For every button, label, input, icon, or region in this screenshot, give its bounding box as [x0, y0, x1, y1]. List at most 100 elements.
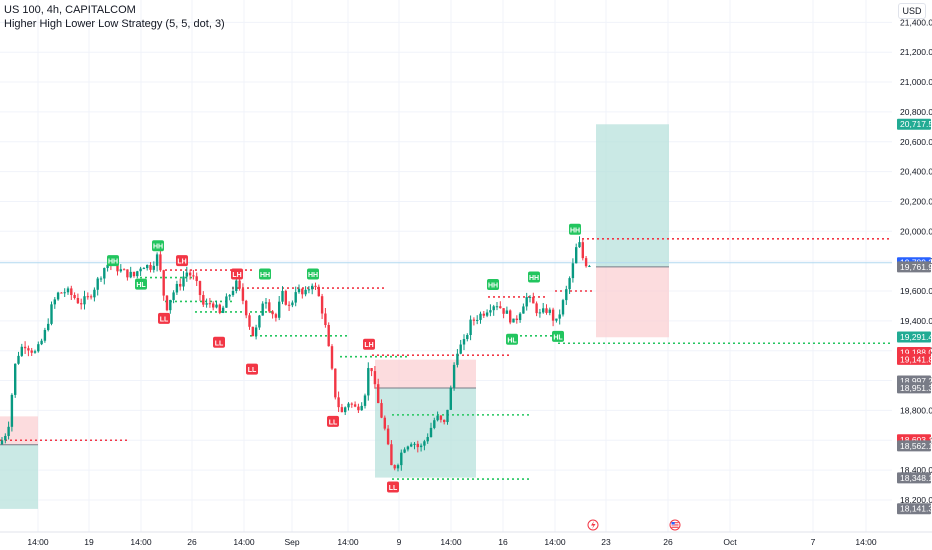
candle-body — [261, 303, 264, 316]
candle-body — [548, 309, 551, 313]
x-tick-label: 9 — [397, 537, 402, 547]
candle-body — [228, 295, 231, 297]
candle-body — [287, 304, 291, 306]
pivot-label-box — [487, 278, 499, 290]
candle-body — [472, 319, 476, 321]
pivot-label-hh: HH — [528, 271, 540, 283]
candle-body — [538, 312, 542, 314]
candle-body — [20, 346, 23, 356]
pivot-label-box — [363, 338, 375, 350]
candle-body — [334, 368, 337, 398]
candle-body — [370, 368, 373, 372]
candle-body — [485, 312, 489, 316]
candle-body — [337, 397, 340, 408]
x-tick-label: 14:00 — [440, 537, 462, 547]
candle-body — [258, 315, 261, 328]
candle-body — [264, 302, 268, 304]
price-tag — [897, 261, 931, 273]
candle-body — [27, 348, 30, 351]
candle-body — [225, 296, 228, 308]
pivot-label-hh: HH — [259, 268, 271, 280]
x-tick-label: 7 — [811, 537, 816, 547]
candle-body — [23, 346, 27, 349]
pivot-label-lh: LH — [176, 255, 188, 267]
candle-body — [390, 444, 393, 466]
candle-body — [347, 403, 350, 408]
candle-body — [40, 340, 43, 345]
pivot-label-text: HH — [308, 272, 318, 279]
y-tick-label: 20,000.0 — [900, 226, 932, 236]
pivot-label-text: HH — [570, 227, 580, 234]
price-tag — [897, 118, 931, 130]
symbol-title: US 100, 4h, CAPITALCOM — [4, 4, 136, 16]
candle-body — [396, 465, 400, 469]
candle-body — [403, 449, 406, 453]
candle-body — [122, 269, 126, 271]
pivot-label-hh: HH — [107, 255, 119, 267]
candle-body — [63, 292, 66, 294]
candle-body — [93, 289, 96, 298]
candle-body — [70, 288, 73, 295]
candle-body — [0, 440, 4, 445]
candle-body — [146, 264, 149, 269]
candle-body — [479, 313, 482, 320]
pivot-label-box — [506, 333, 518, 345]
candle-body — [188, 272, 192, 276]
candle-body — [231, 290, 235, 296]
candle-body — [30, 350, 33, 353]
pivot-label-text: LL — [389, 485, 398, 492]
candle-body — [317, 286, 320, 297]
y-tick-label: 21,400.0 — [900, 17, 932, 27]
candle-body — [155, 254, 159, 266]
candle-body — [86, 296, 89, 298]
pivot-label-text: HH — [260, 272, 270, 279]
price-tag-text: 18,603.1 — [900, 435, 932, 445]
flag-event-circle — [669, 519, 681, 531]
candle-body — [116, 262, 119, 272]
pivot-label-hh: HH — [487, 278, 499, 290]
candle-body — [515, 318, 518, 321]
candle-body — [423, 441, 426, 446]
candle-body — [297, 288, 301, 293]
pivot-label-text: HH — [488, 282, 498, 289]
x-tick-label: Oct — [723, 537, 737, 547]
currency-button[interactable]: USD — [898, 3, 926, 19]
candle-body — [281, 290, 284, 302]
pivot-label-hh: HH — [569, 223, 581, 235]
candle-body — [66, 288, 70, 293]
candle-body — [489, 310, 492, 313]
candle-body — [588, 265, 591, 267]
candle-body — [535, 303, 538, 314]
candle-body — [60, 292, 63, 294]
y-tick-label: 21,200.0 — [900, 47, 932, 57]
candle-body — [505, 310, 509, 314]
candle-body — [327, 324, 330, 347]
candle-body — [439, 415, 443, 420]
candle-body — [400, 452, 403, 466]
candle-body — [149, 264, 152, 270]
pivot-label-ll: LL — [246, 363, 258, 375]
price-tag-text: 19,188.0 — [900, 347, 932, 357]
x-tick-label: 26 — [187, 537, 197, 547]
candle-body — [56, 292, 60, 300]
candle-body — [103, 268, 106, 279]
us-flag-event-icon — [669, 519, 681, 531]
candle-body — [469, 319, 472, 335]
candle-body — [271, 311, 274, 315]
candle-body — [575, 247, 578, 264]
candle-body — [518, 313, 522, 321]
candle-body — [377, 384, 380, 404]
x-tick-label: 14:00 — [337, 537, 359, 547]
candle-body — [73, 294, 76, 299]
candle-body — [561, 300, 565, 315]
candle-body — [542, 308, 545, 313]
pivot-label-box — [107, 255, 119, 267]
candle-body — [476, 319, 479, 321]
position-zone-stop — [596, 266, 669, 338]
candle-body — [532, 296, 535, 304]
candle-body — [136, 271, 139, 277]
strategy-title: Higher High Lower Low Strategy (5, 5, do… — [4, 18, 225, 30]
pivot-label-text: LH — [177, 259, 186, 266]
candle-body — [10, 394, 14, 427]
